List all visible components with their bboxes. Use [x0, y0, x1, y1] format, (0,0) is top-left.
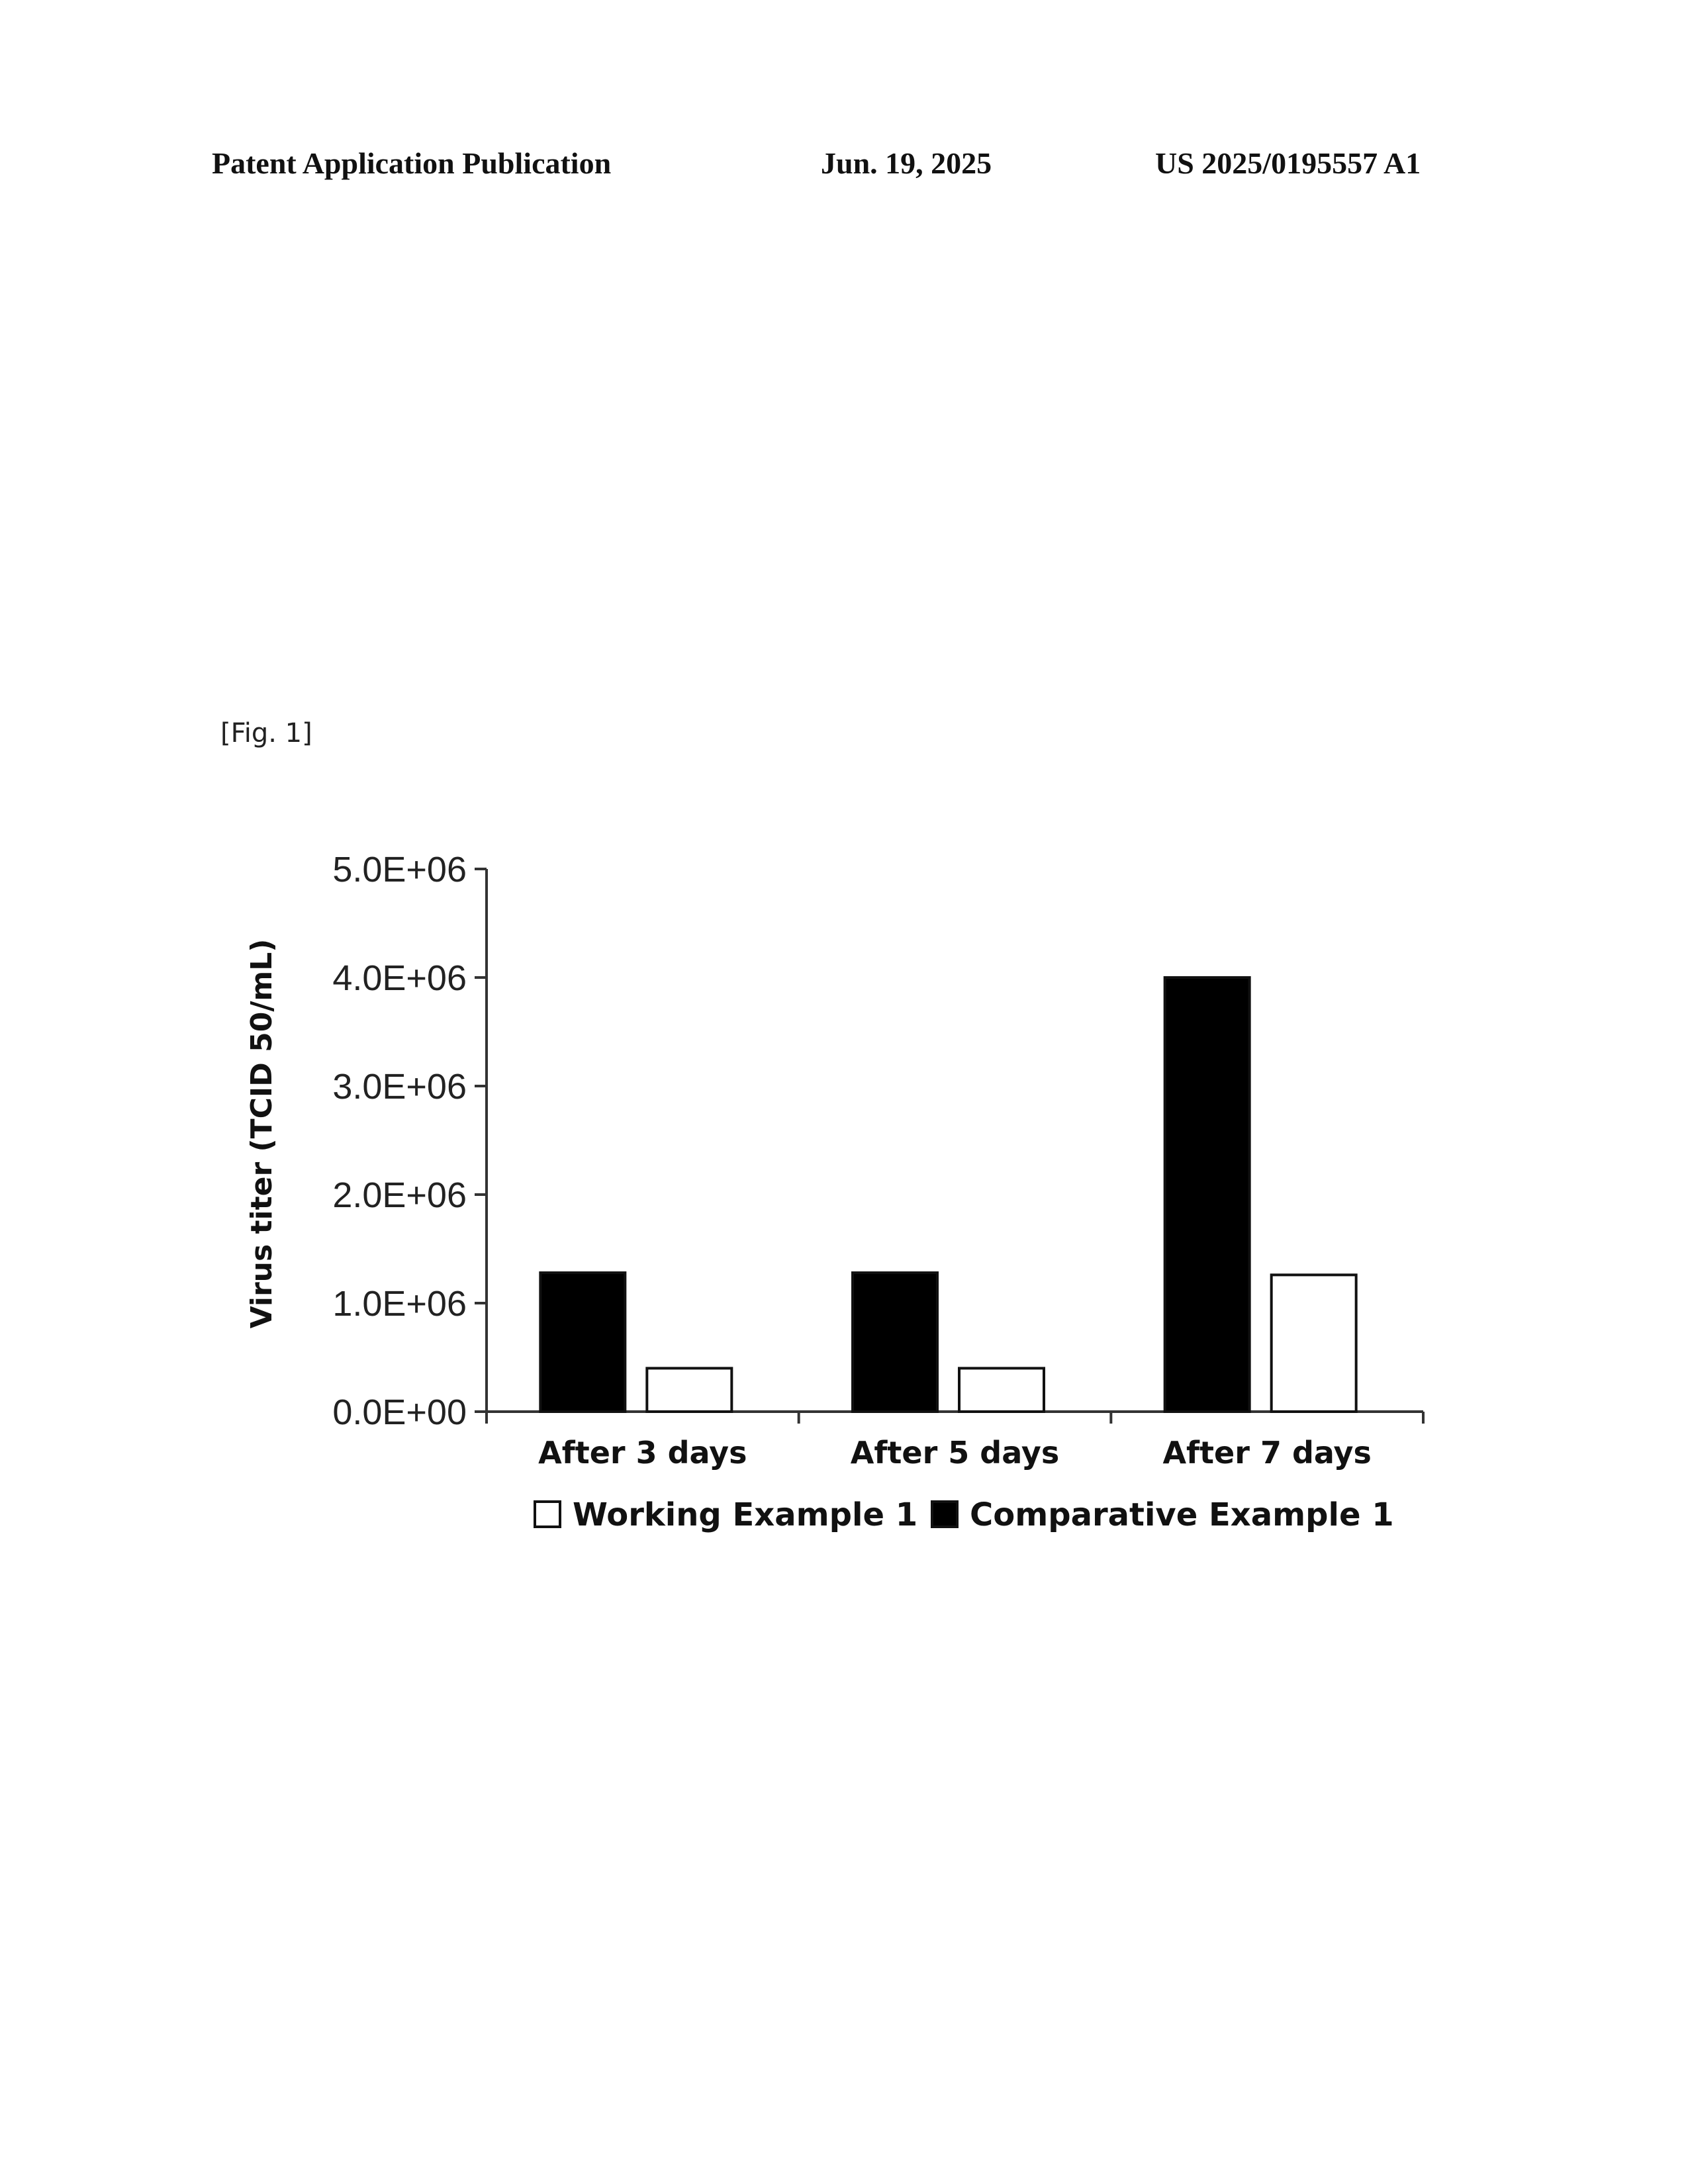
y-tick-label: 3.0E+06 — [332, 1067, 467, 1107]
bar-working-3 — [1272, 1275, 1356, 1412]
y-tick-label: 4.0E+06 — [332, 958, 467, 998]
y-tick-label: 0.0E+00 — [332, 1392, 467, 1432]
x-category-label: After 7 days — [1162, 1435, 1371, 1471]
x-axis: After 3 days After 5 days After 7 days — [487, 1412, 1423, 1471]
bar-comparative-2 — [853, 1273, 937, 1412]
legend-swatch-comparative — [932, 1502, 957, 1527]
legend-label: Comparative Example 1 — [970, 1496, 1394, 1533]
y-axis: 0.0E+00 1.0E+06 2.0E+06 3.0E+06 4.0E+06 5.0E+… — [332, 850, 487, 1432]
legend: Working Example 1 Comparative Example 1 — [535, 1496, 1394, 1533]
x-category-label: After 3 days — [538, 1435, 747, 1471]
x-category-label: After 5 days — [851, 1435, 1059, 1471]
y-tick-label: 2.0E+06 — [332, 1175, 467, 1215]
bar-working-2 — [959, 1368, 1044, 1412]
bars — [540, 978, 1356, 1412]
y-tick-label: 1.0E+06 — [332, 1284, 467, 1324]
legend-swatch-working — [535, 1502, 560, 1527]
y-axis-label: Virus titer (TCID 50/mL) — [245, 939, 279, 1329]
bar-comparative-1 — [540, 1273, 625, 1412]
bar-working-1 — [647, 1368, 731, 1412]
y-tick-label: 5.0E+06 — [332, 850, 467, 889]
legend-label: Working Example 1 — [573, 1496, 917, 1533]
bar-comparative-3 — [1165, 978, 1250, 1412]
